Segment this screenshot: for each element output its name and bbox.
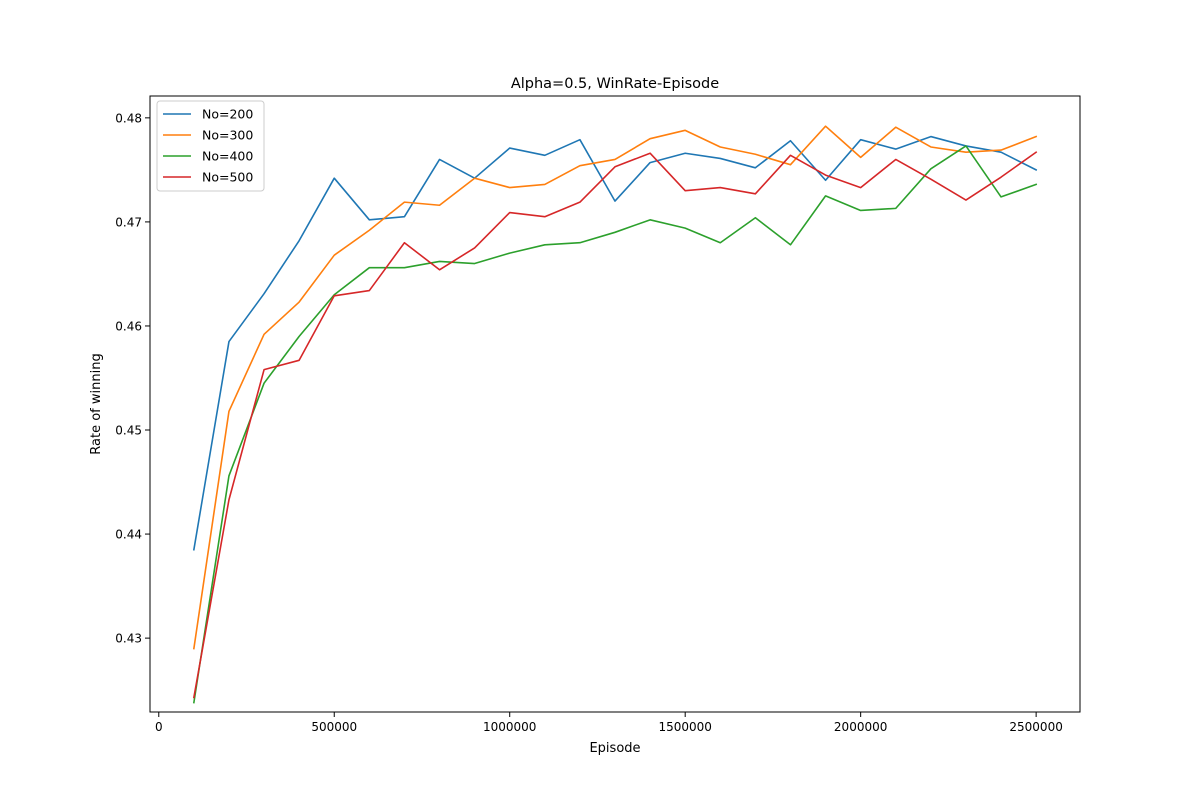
legend-box bbox=[156, 100, 265, 192]
y-tick-label: 0.43 bbox=[115, 632, 142, 646]
y-tick-label: 0.44 bbox=[115, 528, 142, 542]
chart-title: Alpha=0.5, WinRate-Episode bbox=[511, 76, 719, 92]
axis-ticks: 0 500000 1000000 1500000 2000000 2500000 0.43 0… bbox=[115, 111, 1063, 734]
x-tick-label: 1000000 bbox=[483, 720, 536, 734]
y-tick-label: 0.47 bbox=[115, 215, 142, 229]
legend-label: No=400 bbox=[202, 149, 253, 164]
y-axis-label: Rate of winning bbox=[89, 353, 104, 454]
legend-label: No=300 bbox=[202, 128, 253, 143]
plot-area-frame bbox=[149, 95, 1081, 713]
x-axis-label: Episode bbox=[589, 741, 640, 756]
y-tick-label: 0.46 bbox=[115, 319, 142, 333]
legend: No=200 No=300 No=400 No=500 bbox=[156, 100, 265, 192]
x-tick-label: 500000 bbox=[311, 720, 357, 734]
series-line-no-200 bbox=[192, 135, 1038, 551]
series-lines bbox=[192, 125, 1038, 704]
series-line-no-400 bbox=[192, 145, 1038, 704]
y-tick-label: 0.45 bbox=[115, 424, 142, 438]
series-line-no-300 bbox=[192, 125, 1038, 650]
x-tick-label: 2500000 bbox=[1009, 720, 1062, 734]
x-tick-label: 0 bbox=[155, 720, 163, 734]
legend-label: No=200 bbox=[202, 107, 253, 122]
x-tick-label: 2000000 bbox=[834, 720, 887, 734]
y-tick-label: 0.48 bbox=[115, 111, 142, 125]
series-line-no-500 bbox=[192, 151, 1038, 699]
x-tick-label: 1500000 bbox=[658, 720, 711, 734]
legend-label: No=500 bbox=[202, 170, 253, 185]
